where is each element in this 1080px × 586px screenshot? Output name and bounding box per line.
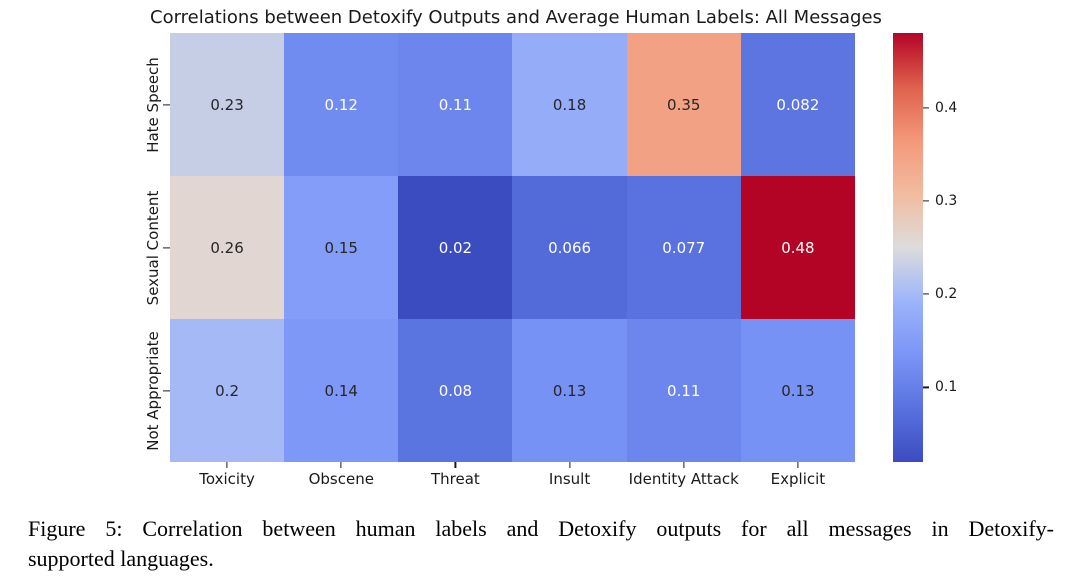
heatmap-cell: 0.26 (170, 176, 285, 319)
colorbar-tick-label: 0.2 (935, 286, 958, 303)
caption-line: Figure 5: Correlation between human labe… (28, 516, 1054, 541)
chart-title: Correlations between Detoxify Outputs an… (150, 7, 882, 28)
y-tick-label: Not Appropriate (144, 330, 162, 451)
x-tick-label: Insult (548, 470, 591, 488)
colorbar-tick-mark (923, 200, 929, 202)
heatmap-cell: 0.18 (512, 33, 627, 176)
caption-line: supported languages. (28, 546, 214, 571)
heatmap-cell: 0.12 (284, 33, 399, 176)
heatmap-cell: 0.48 (740, 176, 855, 319)
heatmap-cell: 0.2 (170, 319, 285, 462)
heatmap-grid: 0.23 0.12 0.11 0.18 0.35 0.082 0.26 0.15 0.02 0.0… (170, 33, 855, 462)
x-tick-mark (340, 462, 342, 468)
figure-caption: Figure 5: Correlation between human labe… (28, 514, 1054, 574)
y-tick-mark (163, 389, 170, 392)
x-tick-label: Toxicity (199, 470, 255, 488)
heatmap-cell: 0.02 (398, 176, 513, 319)
heatmap-cell: 0.11 (398, 33, 513, 176)
x-tick-mark (226, 462, 228, 468)
y-tick-mark (163, 103, 170, 106)
x-tick-label: Explicit (770, 470, 826, 488)
colorbar-tick-mark (923, 386, 929, 388)
colorbar (893, 33, 923, 462)
colorbar-tick-label: 0.1 (935, 379, 958, 396)
x-tick-mark (683, 462, 685, 468)
colorbar-tick-label: 0.4 (935, 99, 958, 116)
y-tick-label: Hate Speech (144, 56, 162, 153)
x-tick-label: Threat (431, 470, 480, 488)
heatmap-cell: 0.15 (284, 176, 399, 319)
heatmap-cell: 0.11 (626, 319, 741, 462)
colorbar-tick-label: 0.3 (935, 192, 958, 209)
heatmap-cell: 0.13 (740, 319, 855, 462)
x-tick-mark (568, 462, 571, 468)
colorbar-tick-mark (923, 107, 929, 109)
heatmap-cell: 0.066 (512, 176, 627, 319)
heatmap-cell: 0.077 (626, 176, 741, 319)
heatmap-cell: 0.23 (170, 33, 285, 176)
heatmap-cell: 0.35 (626, 33, 741, 176)
heatmap-cell: 0.08 (398, 319, 513, 462)
x-tick-label: Obscene (308, 470, 374, 488)
x-tick-mark (797, 462, 799, 468)
heatmap-cell: 0.13 (512, 319, 627, 462)
heatmap-cell: 0.082 (740, 33, 855, 176)
heatmap-cell: 0.14 (284, 319, 399, 462)
y-tick-label: Sexual Content (144, 190, 162, 305)
colorbar-tick-mark (923, 293, 929, 295)
y-tick-mark (163, 246, 170, 249)
x-tick-label: Identity Attack (628, 470, 739, 488)
x-tick-mark (454, 462, 456, 468)
